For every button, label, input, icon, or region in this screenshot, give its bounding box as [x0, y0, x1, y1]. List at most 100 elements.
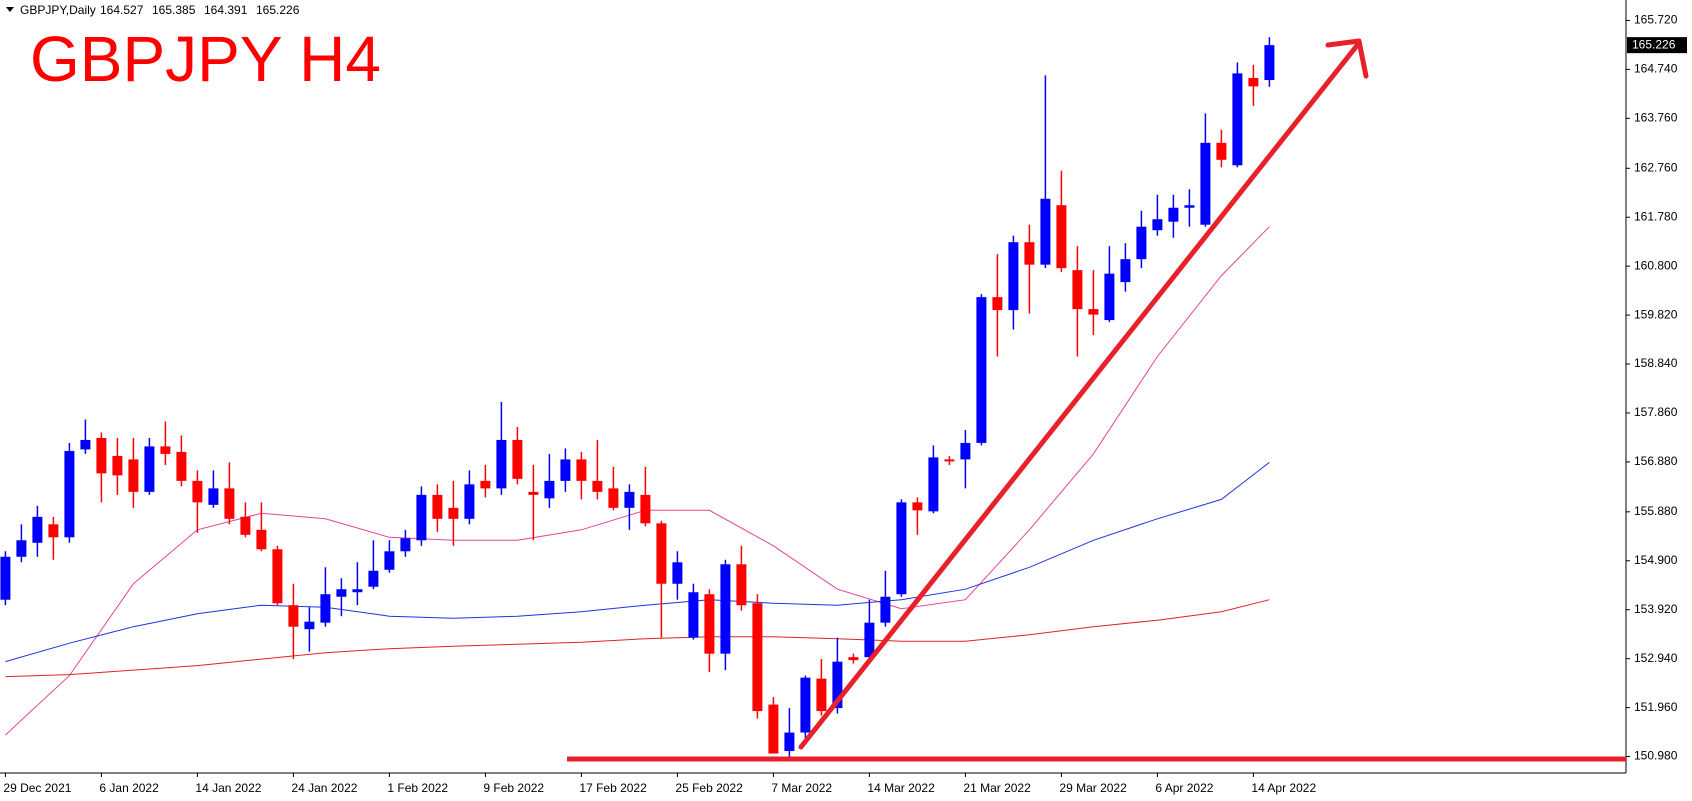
candle-body — [1056, 205, 1067, 269]
candle-body — [288, 605, 299, 627]
y-tick-label: 163.760 — [1634, 111, 1678, 125]
header-close: 165.226 — [256, 3, 300, 17]
candle-body — [880, 596, 891, 623]
candle-body — [416, 494, 427, 541]
candle-body — [1168, 207, 1179, 222]
price-tag: 165.226 — [1632, 37, 1676, 51]
y-tick-label: 164.740 — [1634, 62, 1678, 76]
candle-body — [224, 488, 235, 519]
candle-body — [384, 551, 395, 570]
candle-body — [960, 442, 971, 460]
candle-body — [272, 549, 283, 604]
candle-body — [176, 451, 187, 481]
candles — [0, 37, 1275, 757]
y-tick-label: 161.780 — [1634, 209, 1678, 223]
y-tick-label: 157.860 — [1634, 405, 1678, 419]
candle-body — [672, 562, 683, 584]
candle-body — [720, 564, 731, 654]
candle-body — [848, 657, 859, 661]
y-tick-label: 158.840 — [1634, 356, 1678, 370]
x-tick-label: 6 Apr 2022 — [1155, 781, 1213, 795]
candle-body — [816, 678, 827, 712]
candle-body — [112, 455, 123, 476]
candle-body — [1008, 242, 1019, 311]
candle-body — [448, 507, 459, 519]
candle-body — [64, 450, 75, 538]
candle-body — [688, 592, 699, 638]
candle-body — [352, 589, 363, 593]
candle-body — [528, 491, 539, 495]
candle-body — [1184, 205, 1195, 208]
candle-body — [928, 457, 939, 512]
candle-body — [128, 459, 139, 492]
candle-body — [1072, 270, 1083, 310]
header-open: 164.527 — [100, 3, 144, 17]
x-tick-label: 14 Jan 2022 — [195, 781, 261, 795]
y-tick-label: 159.820 — [1634, 307, 1678, 321]
moving-average — [5, 599, 1270, 678]
trend-arrowhead — [1325, 38, 1369, 79]
candle-body — [1152, 219, 1163, 231]
y-tick-label: 152.940 — [1634, 651, 1678, 665]
trend-line — [798, 40, 1362, 750]
candle-body — [400, 538, 411, 552]
header-arrow — [6, 7, 14, 12]
x-tick-label: 9 Feb 2022 — [483, 781, 544, 795]
candle-body — [1136, 226, 1147, 260]
header-high: 165.385 — [152, 3, 196, 17]
x-tick-label: 1 Feb 2022 — [387, 781, 448, 795]
candle-body — [784, 732, 795, 752]
candle-body — [1248, 77, 1259, 87]
y-tick-label: 162.760 — [1634, 160, 1678, 174]
header-low: 164.391 — [204, 3, 248, 17]
candle-body — [864, 622, 875, 658]
candle-body — [208, 488, 219, 505]
candle-body — [496, 439, 507, 489]
candle-body — [96, 437, 107, 474]
candle-body — [336, 589, 347, 597]
x-tick-label: 21 Mar 2022 — [963, 781, 1031, 795]
y-tick-label: 155.880 — [1634, 504, 1678, 518]
candle-body — [592, 480, 603, 492]
candle-body — [704, 594, 715, 654]
candle-body — [800, 677, 811, 733]
candle-body — [16, 540, 27, 557]
candle-body — [240, 516, 251, 535]
candle-body — [1088, 309, 1099, 315]
candle-body — [1264, 45, 1275, 81]
candle-body — [576, 459, 587, 481]
y-tick-label: 165.720 — [1634, 13, 1678, 27]
x-tick-label: 25 Feb 2022 — [675, 781, 743, 795]
y-tick-label: 153.920 — [1634, 602, 1678, 616]
candle-body — [1040, 198, 1051, 265]
x-tick-label: 29 Dec 2021 — [3, 781, 71, 795]
candle-body — [544, 480, 555, 499]
price-tag-bg — [1627, 37, 1687, 54]
candle-body — [752, 603, 763, 712]
y-tick-label: 156.880 — [1634, 454, 1678, 468]
candle-body — [736, 564, 747, 606]
candle-body — [1200, 142, 1211, 225]
y-tick-label: 150.980 — [1634, 749, 1678, 763]
candle-body — [1104, 273, 1115, 321]
annotations — [567, 38, 1626, 762]
candle-body — [48, 524, 59, 538]
candle-body — [640, 494, 651, 524]
candle-body — [32, 516, 43, 543]
x-tick-label: 14 Apr 2022 — [1251, 781, 1316, 795]
candle-body — [160, 446, 171, 454]
candle-body — [1216, 142, 1227, 160]
candle-body — [1024, 242, 1035, 265]
candle-body — [256, 529, 267, 550]
y-tick-label: 160.800 — [1634, 258, 1678, 272]
candle-body — [560, 459, 571, 481]
candle-body — [768, 704, 779, 754]
x-tick-label: 7 Mar 2022 — [771, 781, 832, 795]
candle-body — [320, 594, 331, 623]
candle-body — [1120, 259, 1131, 283]
candle-body — [144, 446, 155, 492]
candle-body — [896, 502, 907, 595]
